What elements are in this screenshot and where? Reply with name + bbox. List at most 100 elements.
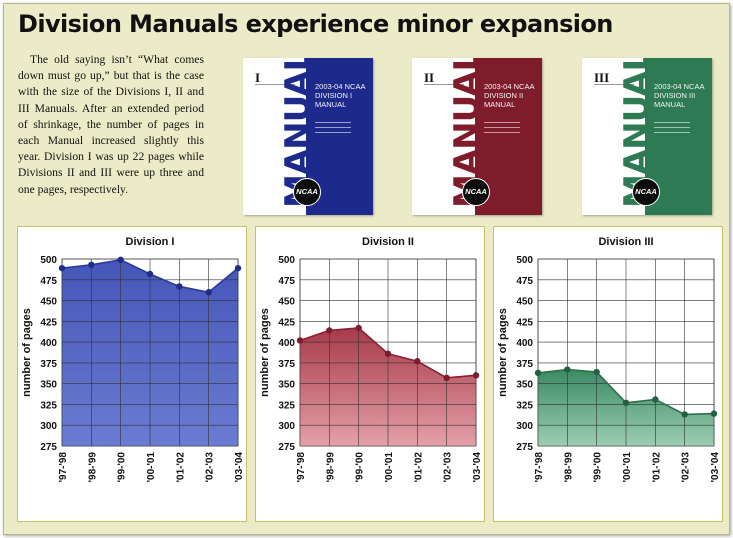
cover-title: 2003-04 NCAA DIVISION II MANUAL — [484, 82, 535, 109]
x-tick-label: '02-'03 — [443, 452, 454, 483]
x-tick-label: '98-'99 — [563, 452, 574, 483]
cover-title: 2003-04 NCAA DIVISION III MANUAL — [654, 82, 705, 109]
y-tick-label: 425 — [278, 317, 295, 328]
data-point — [88, 261, 95, 269]
cover-roman-numeral: III — [594, 70, 610, 85]
data-point — [443, 374, 450, 382]
cover-subtitle-lines — [654, 122, 690, 137]
y-tick-label: 350 — [278, 380, 295, 391]
data-point — [472, 372, 480, 379]
data-point — [622, 399, 630, 406]
body-text: The old saying isn’t “What comes down mu… — [18, 53, 204, 196]
data-point — [414, 358, 421, 365]
y-tick-label: 325 — [278, 400, 295, 411]
x-tick-label: '97-'98 — [534, 452, 545, 483]
y-tick-label: 500 — [516, 255, 533, 266]
y-tick-label: 300 — [516, 421, 533, 432]
x-tick-label: '03-'04 — [472, 452, 483, 483]
data-point — [146, 270, 154, 278]
y-tick-label: 450 — [516, 297, 533, 308]
y-tick-label: 325 — [516, 400, 533, 411]
y-tick-label: 425 — [40, 317, 57, 328]
y-tick-label: 500 — [278, 255, 295, 266]
x-tick-label: '01-'02 — [651, 452, 662, 483]
y-tick-label: 500 — [40, 255, 57, 266]
y-tick-label: 375 — [278, 359, 295, 370]
x-tick-label: '00-'01 — [384, 452, 395, 483]
y-tick-label: 375 — [40, 359, 57, 370]
x-tick-label: '99-'00 — [355, 452, 366, 483]
y-tick-label: 350 — [40, 380, 57, 391]
y-tick-label: 400 — [516, 338, 533, 349]
chart-title: Division I — [126, 236, 175, 248]
y-tick-label: 300 — [278, 421, 295, 432]
data-point — [117, 256, 124, 264]
division-i-chart-svg: Division I 275 300 325 350 375 400 425 450 475 500… — [21, 236, 245, 483]
division-ii-manual-cover: II MANUAL 2003-04 NCAA DIVISION II MANUA… — [412, 58, 542, 215]
cover-rule — [255, 84, 295, 85]
x-tick-label: '03-'04 — [234, 452, 245, 483]
x-tick-label: '02-'03 — [205, 452, 216, 483]
y-tick-label: 425 — [516, 317, 533, 328]
cover-rule — [424, 84, 464, 85]
y-tick-label: 350 — [516, 380, 533, 391]
division-ii-chart: Division II 275 300 325 350 375 400 425 450 475 50… — [255, 226, 485, 522]
x-tick-label: '02-'03 — [681, 452, 692, 483]
x-tick-label: '97-'98 — [58, 452, 69, 483]
division-iii-manual-cover: III MANUAL 2003-04 NCAA DIVISION III MAN… — [582, 58, 712, 215]
y-tick-label: 275 — [278, 442, 295, 453]
y-tick-label: 300 — [40, 421, 57, 432]
x-tick-label: '99-'00 — [593, 452, 604, 483]
data-point — [326, 327, 333, 334]
y-tick-label: 450 — [278, 297, 295, 308]
x-tick-label: '00-'01 — [622, 452, 633, 483]
cover-title: 2003-04 NCAA DIVISION I MANUAL — [315, 82, 366, 109]
x-tick-label: '03-'04 — [710, 452, 721, 483]
y-axis-label: number of pages — [21, 308, 33, 397]
data-point — [593, 368, 600, 376]
x-tick-label: '01-'02 — [413, 452, 424, 483]
y-tick-label: 400 — [40, 338, 57, 349]
cover-roman-numeral: I — [255, 70, 261, 85]
y-tick-label: 475 — [278, 276, 295, 287]
division-i-chart: Division I 275 300 325 350 375 400 425 450 475 500… — [17, 226, 247, 522]
data-point — [234, 264, 242, 272]
division-ii-chart-svg: Division II 275 300 325 350 375 400 425 450 475 50… — [259, 236, 483, 483]
data-point — [564, 366, 571, 373]
y-tick-label: 400 — [278, 338, 295, 349]
y-tick-label: 450 — [40, 297, 57, 308]
division-iii-chart-svg: Division III 275 300 325 350 375 400 425 450 475 5… — [497, 236, 721, 483]
headline: Division Manuals experience minor expans… — [18, 10, 613, 38]
data-point — [296, 337, 304, 344]
data-point — [652, 396, 659, 403]
y-tick-label: 475 — [516, 276, 533, 287]
data-point — [534, 369, 542, 377]
x-tick-label: '98-'99 — [87, 452, 98, 483]
y-tick-label: 375 — [516, 359, 533, 370]
x-tick-label: '97-'98 — [296, 452, 307, 483]
cover-roman-numeral: II — [424, 70, 435, 85]
data-point — [355, 324, 362, 332]
ncaa-seal-icon: NCAA — [462, 178, 490, 206]
ncaa-seal-icon: NCAA — [632, 178, 660, 206]
data-point — [384, 350, 392, 357]
data-point — [710, 410, 718, 417]
x-tick-label: '98-'99 — [325, 452, 336, 483]
cover-subtitle-lines — [484, 122, 520, 137]
division-i-manual-cover: I MANUAL 2003-04 NCAA DIVISION I MANUAL … — [243, 58, 373, 215]
y-axis-label: number of pages — [259, 308, 271, 397]
y-tick-label: 275 — [40, 442, 57, 453]
y-axis-label: number of pages — [497, 308, 509, 397]
y-tick-label: 325 — [40, 400, 57, 411]
x-tick-label: '99-'00 — [117, 452, 128, 483]
x-tick-label: '01-'02 — [175, 452, 186, 483]
x-tick-label: '00-'01 — [146, 452, 157, 483]
cover-rule — [594, 84, 634, 85]
y-tick-label: 475 — [40, 276, 57, 287]
division-iii-chart: Division III 275 300 325 350 375 400 425 450 475 5… — [493, 226, 723, 522]
data-point — [681, 411, 688, 418]
data-point — [58, 264, 66, 272]
data-point — [205, 289, 212, 296]
chart-title: Division III — [598, 236, 653, 248]
chart-title: Division II — [362, 236, 414, 248]
